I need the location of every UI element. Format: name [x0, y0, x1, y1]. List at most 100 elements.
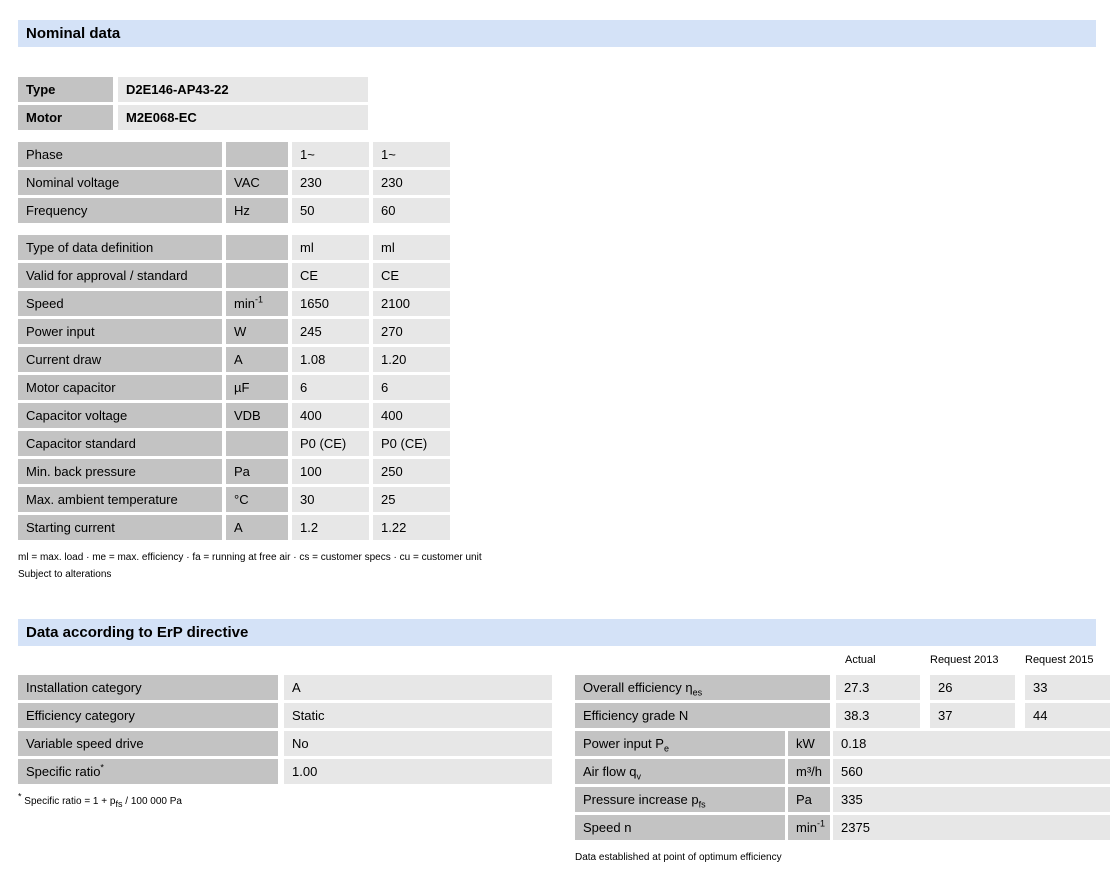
row-label: Capacitor standard [18, 431, 222, 456]
row-value-actual: 27.3 [836, 675, 920, 700]
row-label: Min. back pressure [18, 459, 222, 484]
row-value-50hz: 1.08 [292, 347, 369, 372]
table-row: Phase 1~ 1~ [18, 142, 450, 167]
row-label: Type of data definition [18, 235, 222, 260]
row-unit [226, 263, 288, 288]
row-label: Frequency [18, 198, 222, 223]
table-row: Speed min-1 1650 2100 [18, 291, 450, 316]
row-unit: W [226, 319, 288, 344]
table-row: Pressure increase pfs Pa 335 [575, 787, 1110, 812]
table-row: Speed n min-1 2375 [575, 815, 1110, 840]
row-label: Speed n [575, 815, 785, 840]
table-row: Capacitor voltage VDB 400 400 [18, 403, 450, 428]
table-row: Efficiency category Static [18, 703, 552, 728]
table-row: Motor M2E068-EC [18, 105, 368, 130]
row-value-50hz: 6 [292, 375, 369, 400]
row-unit: Pa [788, 787, 830, 812]
row-value-50hz: ml [292, 235, 369, 260]
row-value-50hz: 1.2 [292, 515, 369, 540]
row-value-50hz: 1650 [292, 291, 369, 316]
type-motor-table: Type D2E146-AP43-22 Motor M2E068-EC [18, 77, 368, 133]
row-unit: A [226, 347, 288, 372]
row-unit: kW [788, 731, 830, 756]
type-value: D2E146-AP43-22 [118, 77, 368, 102]
column-header-request-2013: Request 2013 [930, 654, 999, 666]
row-value-request-2015: 33 [1025, 675, 1110, 700]
row-unit: min-1 [226, 291, 288, 316]
row-label: Nominal voltage [18, 170, 222, 195]
row-unit: µF [226, 375, 288, 400]
table-row: Max. ambient temperature °C 30 25 [18, 487, 450, 512]
row-value: 0.18 [833, 731, 1110, 756]
row-label: Max. ambient temperature [18, 487, 222, 512]
specific-ratio-footnote: * Specific ratio = 1 + pfs / 100 000 Pa [18, 791, 182, 809]
row-label: Phase [18, 142, 222, 167]
erp-right-table: Overall efficiency ηes 27.3 26 33 Effici… [575, 675, 1110, 843]
nominal-main-table: Type of data definition ml ml Valid for … [18, 235, 450, 543]
erp-directive-section-title: Data according to ErP directive [18, 619, 1096, 646]
row-value-60hz: 6 [373, 375, 450, 400]
row-value: 335 [833, 787, 1110, 812]
row-label: Current draw [18, 347, 222, 372]
row-value-60hz: CE [373, 263, 450, 288]
nominal-footnotes: ml = max. load · me = max. efficiency · … [18, 549, 482, 583]
row-label: Efficiency grade N [575, 703, 830, 728]
row-label: Variable speed drive [18, 731, 278, 756]
row-value-60hz: 1~ [373, 142, 450, 167]
row-label: Specific ratio* [18, 759, 278, 784]
table-row: Installation category A [18, 675, 552, 700]
row-unit: °C [226, 487, 288, 512]
table-row: Starting current A 1.2 1.22 [18, 515, 450, 540]
row-label: Pressure increase pfs [575, 787, 785, 812]
row-label: Efficiency category [18, 703, 278, 728]
row-label: Power input [18, 319, 222, 344]
row-value-60hz: 400 [373, 403, 450, 428]
row-value-request-2015: 44 [1025, 703, 1110, 728]
row-value-60hz: ml [373, 235, 450, 260]
row-value: 2375 [833, 815, 1110, 840]
row-value-60hz: 230 [373, 170, 450, 195]
row-label: Air flow qv [575, 759, 785, 784]
row-label: Installation category [18, 675, 278, 700]
row-value-60hz: 250 [373, 459, 450, 484]
row-unit [226, 235, 288, 260]
row-value: 560 [833, 759, 1110, 784]
row-label: Capacitor voltage [18, 403, 222, 428]
abbreviation-footnote: ml = max. load · me = max. efficiency · … [18, 552, 482, 563]
row-value-50hz: 230 [292, 170, 369, 195]
table-row: Nominal voltage VAC 230 230 [18, 170, 450, 195]
row-value-60hz: P0 (CE) [373, 431, 450, 456]
row-unit: VDB [226, 403, 288, 428]
row-label: Power input Pe [575, 731, 785, 756]
row-value: A [284, 675, 552, 700]
row-label: Speed [18, 291, 222, 316]
table-row: Overall efficiency ηes 27.3 26 33 [575, 675, 1110, 700]
motor-value: M2E068-EC [118, 105, 368, 130]
row-label: Starting current [18, 515, 222, 540]
row-value-50hz: 100 [292, 459, 369, 484]
row-value-50hz: 50 [292, 198, 369, 223]
row-value-request-2013: 26 [930, 675, 1015, 700]
table-row: Min. back pressure Pa 100 250 [18, 459, 450, 484]
table-row: Valid for approval / standard CE CE [18, 263, 450, 288]
phase-table: Phase 1~ 1~ Nominal voltage VAC 230 230 … [18, 142, 450, 226]
erp-left-table: Installation category A Efficiency categ… [18, 675, 552, 787]
row-unit: min-1 [788, 815, 830, 840]
row-label: Motor [18, 105, 113, 130]
row-value-60hz: 270 [373, 319, 450, 344]
table-row: Frequency Hz 50 60 [18, 198, 450, 223]
row-label: Overall efficiency ηes [575, 675, 830, 700]
nominal-data-section-title: Nominal data [18, 20, 1096, 47]
column-header-actual: Actual [845, 654, 876, 666]
row-value: 1.00 [284, 759, 552, 784]
table-row: Type D2E146-AP43-22 [18, 77, 368, 102]
row-value-50hz: 30 [292, 487, 369, 512]
subject-to-alterations-note: Subject to alterations [18, 569, 112, 580]
row-value-50hz: CE [292, 263, 369, 288]
row-unit [226, 142, 288, 167]
row-value: Static [284, 703, 552, 728]
row-value-60hz: 2100 [373, 291, 450, 316]
table-row: Motor capacitor µF 6 6 [18, 375, 450, 400]
table-row: Power input Pe kW 0.18 [575, 731, 1110, 756]
table-row: Power input W 245 270 [18, 319, 450, 344]
